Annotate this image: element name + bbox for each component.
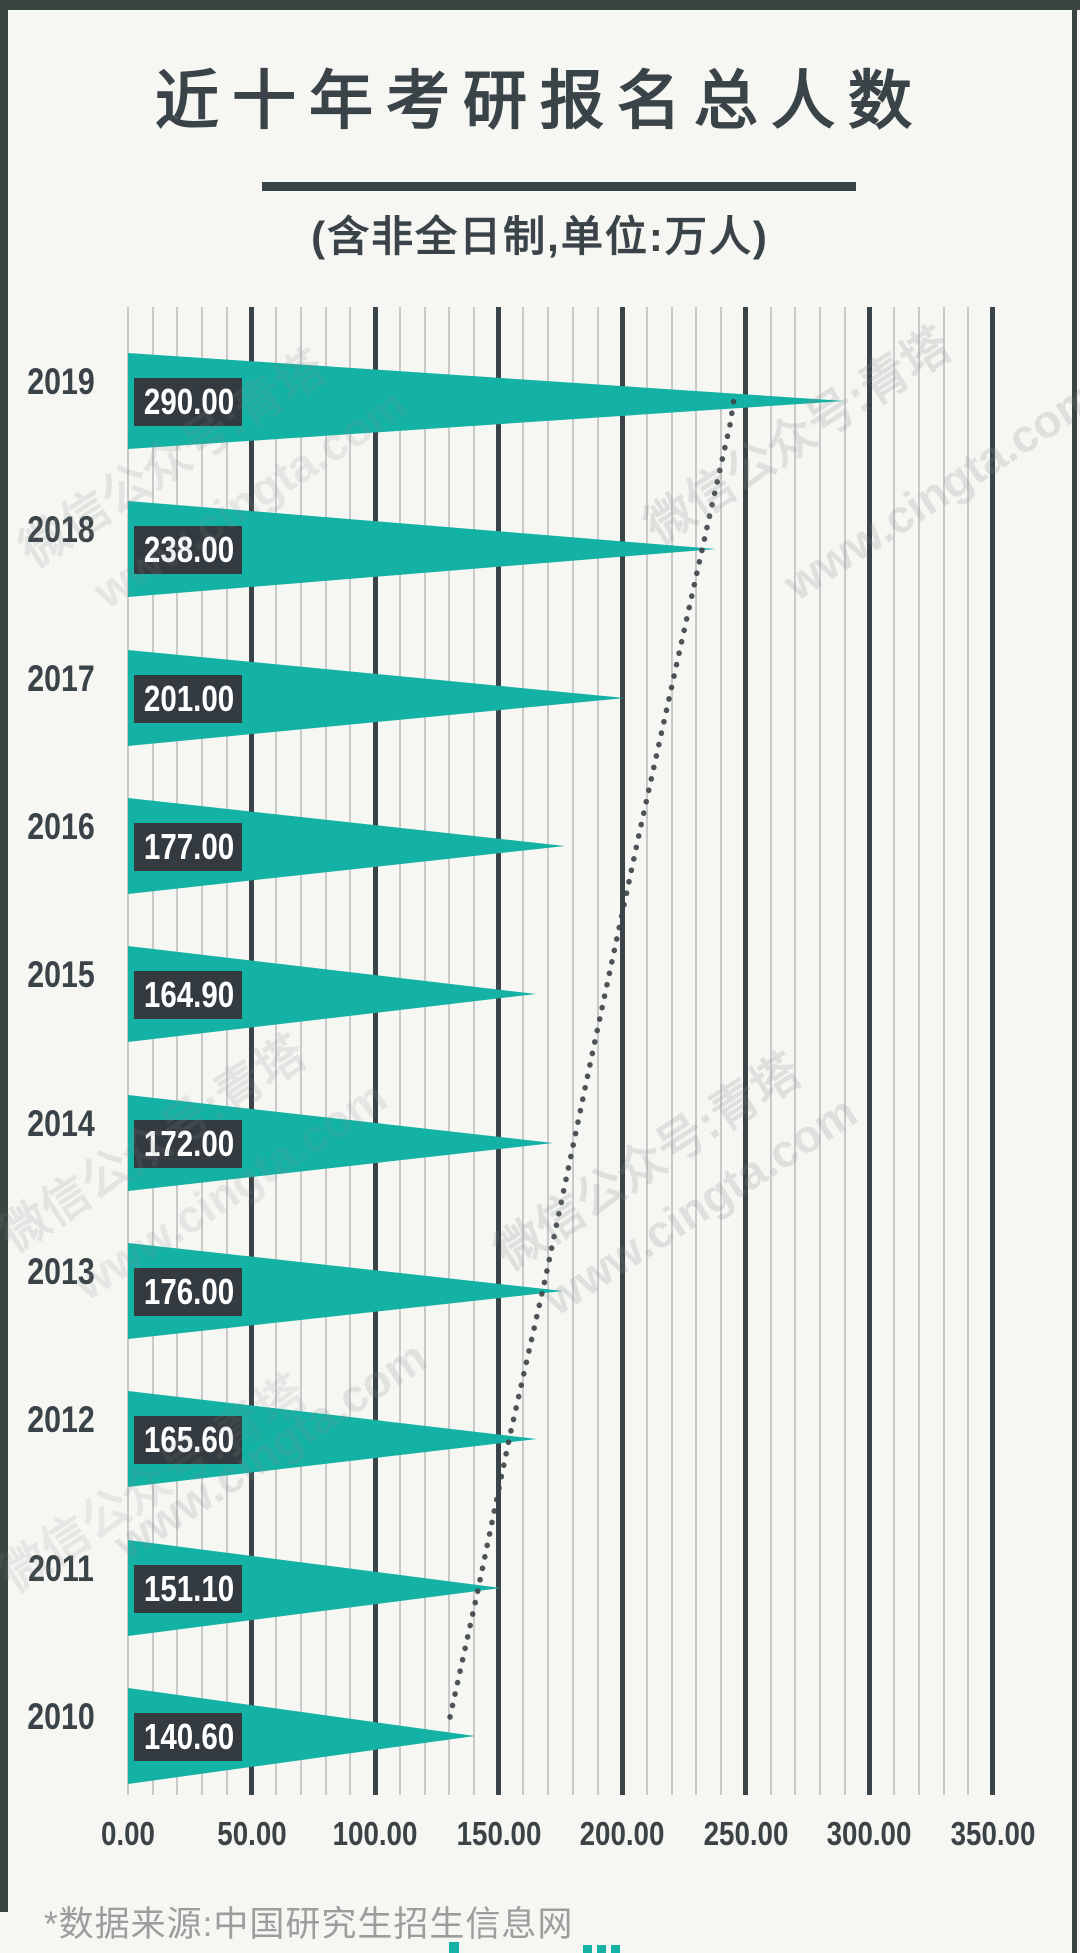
x-tick-label-0: 0.00: [101, 1815, 155, 1852]
gridline-major: [990, 307, 995, 1795]
bottom-teal-dash: [611, 1945, 620, 1953]
bottom-teal-dash: [449, 1942, 459, 1953]
value-text: 164.90: [143, 974, 235, 1015]
gridline-major: [249, 307, 254, 1795]
gridline-minor: [918, 307, 920, 1795]
gridline-minor: [794, 307, 796, 1795]
card-border-right: [1072, 0, 1077, 1953]
gridline-minor: [325, 307, 327, 1795]
value-text: 172.00: [143, 1123, 235, 1164]
x-tick-label-250: 250.00: [703, 1815, 789, 1852]
gridline-minor: [819, 307, 821, 1795]
x-tick-label-350: 350.00: [950, 1815, 1036, 1852]
year-label-2014: 2014: [27, 1103, 95, 1144]
value-badge-2014: 172.00: [134, 1120, 242, 1168]
gridline-minor: [424, 307, 426, 1795]
gridline-minor: [943, 307, 945, 1795]
year-label-2012: 2012: [27, 1399, 95, 1440]
year-label-2010: 2010: [27, 1696, 95, 1737]
gridline-major: [743, 307, 748, 1795]
year-label-2015: 2015: [27, 954, 95, 995]
value-badge-2019: 290.00: [134, 378, 242, 426]
value-text: 290.00: [143, 381, 235, 422]
year-label-2013: 2013: [27, 1251, 95, 1292]
value-badge-2017: 201.00: [134, 675, 242, 723]
year-label-2017: 2017: [27, 658, 95, 699]
gridline-minor: [226, 307, 228, 1795]
value-text: 165.60: [143, 1419, 235, 1460]
year-label-2016: 2016: [27, 806, 95, 847]
x-tick-label-300: 300.00: [826, 1815, 912, 1852]
gridline-minor: [300, 307, 302, 1795]
value-badge-2018: 238.00: [134, 526, 242, 574]
value-badge-2012: 165.60: [134, 1416, 242, 1464]
gridline-minor: [201, 307, 203, 1795]
page-title: 近十年考研报名总人数: [155, 66, 925, 137]
gridline-minor: [893, 307, 895, 1795]
value-text: 238.00: [143, 529, 235, 570]
gridline-minor: [127, 307, 129, 1795]
bottom-teal-dash: [597, 1945, 606, 1953]
value-text: 151.10: [143, 1568, 235, 1609]
year-label-2019: 2019: [27, 361, 95, 402]
card-border-top: [0, 0, 1080, 10]
gridline-minor: [152, 307, 154, 1795]
gridline-major: [373, 307, 378, 1795]
gridline-minor: [275, 307, 277, 1795]
gridline-major: [867, 307, 872, 1795]
value-badge-2015: 164.90: [134, 971, 242, 1019]
x-tick-label-100: 100.00: [332, 1815, 418, 1852]
bottom-teal-dash: [583, 1945, 592, 1953]
gridline-minor: [349, 307, 351, 1795]
page-subtitle: (含非全日制,单位:万人): [311, 213, 769, 260]
value-text: 201.00: [143, 678, 235, 719]
year-label-2011: 2011: [28, 1548, 94, 1589]
card-border-left: [0, 0, 8, 1912]
gridline-minor: [720, 307, 722, 1795]
data-source-note: *数据来源:中国研究生招生信息网: [44, 1905, 574, 1944]
value-text: 140.60: [143, 1716, 235, 1757]
value-text: 177.00: [143, 826, 235, 867]
gridline-minor: [967, 307, 969, 1795]
gridline-minor: [399, 307, 401, 1795]
watermark-text: www.cingta.com: [534, 1084, 866, 1326]
year-label-2018: 2018: [27, 509, 95, 550]
value-badge-2013: 176.00: [134, 1268, 242, 1316]
gridline-minor: [770, 307, 772, 1795]
value-text: 176.00: [143, 1271, 235, 1312]
gridline-minor: [176, 307, 178, 1795]
value-badge-2011: 151.10: [134, 1565, 242, 1613]
gridline-minor: [844, 307, 846, 1795]
value-badge-2016: 177.00: [134, 823, 242, 871]
title-underline: [262, 182, 856, 191]
x-tick-label-50: 50.00: [217, 1815, 287, 1852]
value-badge-2010: 140.60: [134, 1713, 242, 1761]
x-tick-label-200: 200.00: [579, 1815, 665, 1852]
x-tick-label-150: 150.00: [456, 1815, 542, 1852]
